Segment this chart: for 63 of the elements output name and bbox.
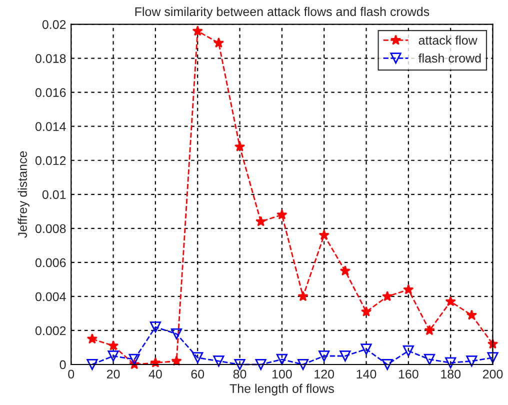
point bbox=[445, 296, 456, 306]
x-tick-label: 140 bbox=[356, 370, 376, 379]
legend-label: flash crowd bbox=[418, 53, 481, 63]
point bbox=[276, 354, 288, 365]
point bbox=[340, 265, 351, 276]
point bbox=[276, 209, 288, 220]
y-tick-label: 0.008 bbox=[35, 224, 66, 234]
y-tick-label: 0.004 bbox=[35, 292, 66, 302]
point bbox=[150, 322, 162, 333]
point bbox=[424, 354, 436, 365]
point bbox=[360, 306, 372, 316]
y-axis-title: Jeffrey distance bbox=[18, 151, 30, 238]
point bbox=[86, 333, 98, 344]
point bbox=[108, 350, 119, 362]
y-tick-label: 0.002 bbox=[35, 326, 66, 336]
point bbox=[234, 141, 246, 152]
point bbox=[86, 358, 98, 370]
x-tick-label: 40 bbox=[148, 370, 162, 379]
point bbox=[318, 350, 330, 362]
x-tick-label: 120 bbox=[314, 370, 334, 379]
x-tick-label: 180 bbox=[441, 370, 461, 379]
point bbox=[297, 358, 309, 370]
point bbox=[170, 328, 182, 340]
chart-title: Flow similarity between attack flows and flash crowds bbox=[135, 6, 430, 19]
point bbox=[192, 352, 204, 364]
point bbox=[466, 356, 478, 367]
point bbox=[340, 350, 351, 362]
x-tick-label: 0 bbox=[68, 370, 74, 379]
x-tick-label: 80 bbox=[233, 370, 246, 379]
y-tick-label: 0.014 bbox=[35, 122, 66, 132]
point bbox=[382, 290, 393, 302]
legend-label: attack flow bbox=[418, 36, 478, 45]
point bbox=[255, 358, 266, 370]
point bbox=[213, 356, 224, 367]
x-tick-label: 20 bbox=[106, 370, 120, 379]
x-tick-label: 100 bbox=[272, 370, 292, 379]
y-tick-label: 0.018 bbox=[35, 54, 66, 63]
y-tick-label: 0.006 bbox=[35, 258, 66, 268]
point bbox=[466, 310, 477, 320]
point bbox=[487, 352, 498, 364]
point bbox=[318, 230, 330, 240]
y-tick-label: 0.01 bbox=[42, 190, 66, 200]
point bbox=[403, 284, 414, 294]
x-axis-title: The length of flows bbox=[230, 384, 334, 396]
y-tick-label: 0.012 bbox=[35, 156, 66, 166]
point bbox=[424, 324, 435, 336]
point bbox=[234, 358, 246, 370]
point bbox=[256, 216, 266, 226]
x-tick-label: 60 bbox=[191, 370, 204, 379]
x-tick-label: 200 bbox=[482, 370, 503, 379]
point bbox=[192, 26, 203, 36]
point bbox=[298, 290, 308, 302]
point bbox=[382, 358, 393, 370]
point bbox=[445, 357, 456, 368]
y-tick-label: 0.016 bbox=[35, 88, 66, 97]
point bbox=[360, 344, 372, 355]
y-tick-label: 0.02 bbox=[42, 20, 66, 29]
point bbox=[128, 354, 140, 365]
x-tick-label: 160 bbox=[398, 370, 418, 379]
point bbox=[108, 340, 119, 350]
point bbox=[213, 37, 224, 48]
y-tick-label: 0 bbox=[60, 360, 66, 370]
point bbox=[402, 345, 414, 356]
